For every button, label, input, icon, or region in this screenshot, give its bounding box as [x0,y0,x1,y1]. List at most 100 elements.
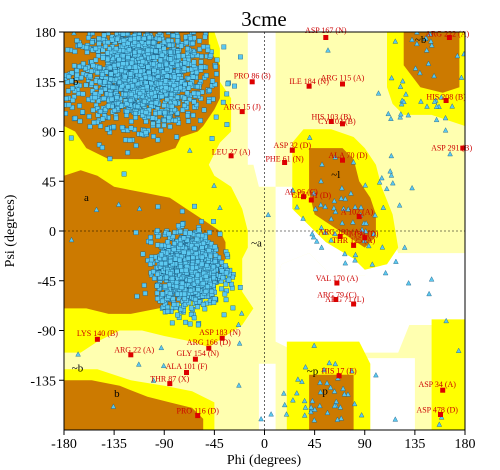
region-label: ~l [331,169,340,181]
outlier-point [167,381,173,387]
glycine-point [115,201,122,207]
core-region [64,380,204,430]
residue-point [158,128,164,133]
residue-point [182,60,188,66]
x-tick-label: 180 [455,437,476,452]
glycine-point [362,182,369,188]
outlier-label: ASP 32 (D) [274,141,312,150]
residue-point [158,57,163,63]
glycine-point [396,202,403,208]
residue-point [182,230,188,236]
residue-point [207,88,212,94]
residue-point [123,137,129,143]
glycine-point [328,215,334,222]
residue-point [150,121,156,127]
glycine-point [375,90,382,96]
residue-point [199,245,205,251]
residue-point [169,276,175,281]
outlier-label: ARG 222 (A) [425,29,469,38]
residue-point [69,78,75,84]
residue-point [191,99,197,105]
residue-point [116,57,122,62]
glycine-point [414,40,420,46]
residue-point [117,79,122,85]
glycine-point [388,74,395,81]
glycine-point [322,229,328,235]
residue-point [113,46,119,52]
residue-point [211,300,217,305]
residue-point [89,80,95,86]
glycine-point [449,103,455,109]
outlier-point [206,345,212,351]
residue-point [157,275,163,281]
glycine-point [309,230,315,237]
residue-point [181,235,187,241]
glycine-point [438,94,445,100]
residue-point [232,83,237,89]
outlier-label: LYS 140 (B) [77,329,118,338]
core-region [309,148,376,248]
residue-point [156,43,162,49]
residue-point [183,319,188,325]
region-label: ~p [307,366,319,378]
residue-point [89,40,95,45]
glycine-point [338,195,344,201]
residue-point [119,125,125,130]
residue-point [143,130,149,136]
residue-point [132,64,138,70]
residue-point [148,257,154,263]
residue-point [77,64,82,70]
x-axis-ticks: -180 -135 -90 -45 0 45 90 135 180 [51,430,476,452]
residue-point [102,79,108,85]
residue-point [165,304,170,310]
residue-point [133,143,139,148]
glycine-point [332,154,339,160]
glycine-point [392,416,399,422]
outlier-label: LEU 27 (A) [212,148,251,157]
residue-point [147,75,153,81]
outlier-label: CY 103 (B) [318,117,356,126]
residue-point [150,54,156,60]
residue-point [155,271,160,277]
residue-point [228,281,234,287]
outlier-label: PHE 61 (N) [265,154,304,163]
residue-point [111,124,117,130]
glycine-point [339,219,345,226]
glycine-point [318,224,325,231]
residue-point [166,42,172,48]
residue-point [192,203,197,209]
outlier-label: HIS 103 (B) [312,112,352,121]
residue-point [118,103,124,109]
glycine-point [324,409,331,415]
residue-point [191,281,197,287]
residue-point [66,74,72,80]
residue-point [121,171,127,177]
residue-point [142,290,148,296]
outlier-point [446,35,452,40]
glycine-point [351,400,358,407]
residue-point [237,54,243,60]
glycine-point [321,366,327,373]
residue-point [195,91,201,97]
residue-point [108,71,114,77]
outlier-label: I 134 (D) [349,230,379,239]
outlier-point [351,301,357,307]
residue-point [149,91,154,97]
glycine-point [427,32,433,37]
glycine-point [268,411,274,417]
y-tick-label: 90 [42,126,56,141]
residue-point [90,107,96,113]
residue-point [107,156,113,162]
residue-point [161,117,167,123]
residue-point [220,275,226,281]
glycine-point [349,368,355,374]
outlier-point [239,109,245,115]
residue-point [98,109,103,114]
residue-point [87,73,93,79]
residue-point [141,36,147,42]
residue-point [224,251,230,257]
residue-point [154,283,160,289]
residue-point [129,60,135,66]
glycine-point [238,310,245,316]
glycine-point [423,34,429,41]
